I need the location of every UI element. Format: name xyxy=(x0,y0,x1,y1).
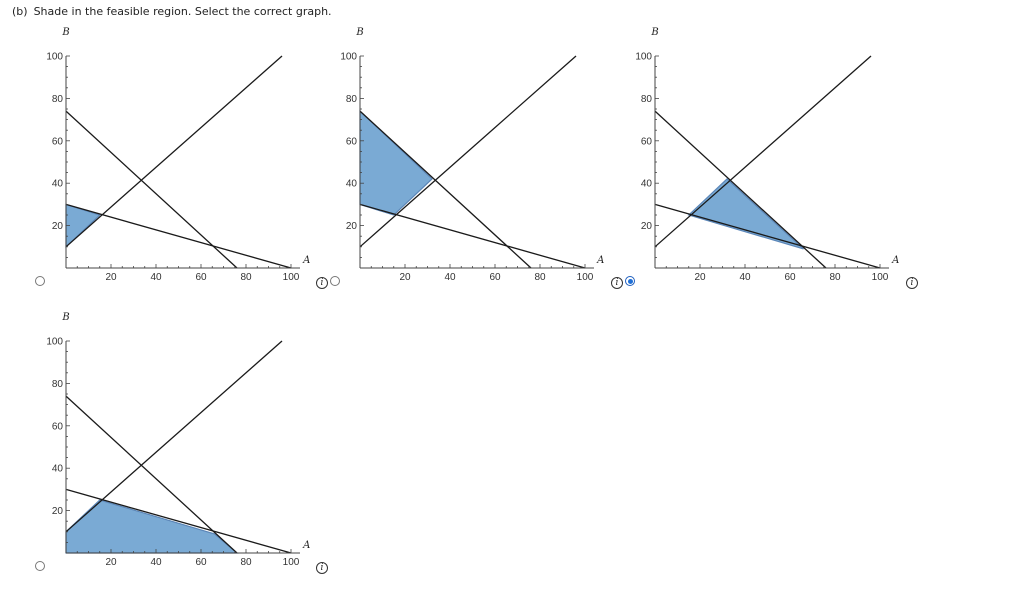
x-tick-label: 60 xyxy=(195,272,207,283)
y-tick-label: 80 xyxy=(641,94,653,105)
y-axis-title: B xyxy=(650,27,658,38)
x-tick-label: 20 xyxy=(105,272,117,283)
x-tick-label: 80 xyxy=(240,272,252,283)
shaded-region xyxy=(359,109,433,216)
option-b-graph: 20 40 60 80 100 20 40 60 80 100 A B xyxy=(324,22,614,302)
x-tick-label: 80 xyxy=(534,272,546,283)
y-tick-label: 100 xyxy=(46,52,63,63)
x-tick-label: 100 xyxy=(283,272,300,283)
question-text: Shade in the feasible region. Select the… xyxy=(33,5,332,18)
option-c-info-icon[interactable]: i xyxy=(906,277,918,289)
y-tick-label: 60 xyxy=(641,136,653,147)
y-tick-label: 100 xyxy=(635,52,652,63)
constraint-line-3 xyxy=(359,203,586,269)
x-axis-title: A xyxy=(302,540,310,551)
x-tick-label: 100 xyxy=(577,272,594,283)
y-tick-label: 80 xyxy=(346,94,358,105)
y-tick-label: 20 xyxy=(52,506,64,517)
option-a-graph: 20 40 60 80 100 20 40 60 80 100 A B xyxy=(30,22,320,302)
constraint-line-2 xyxy=(65,395,238,554)
constraint-line-3 xyxy=(65,488,292,554)
option-a-radio[interactable] xyxy=(35,276,45,286)
option-b-info-icon[interactable]: i xyxy=(611,277,623,289)
y-tick-label: 40 xyxy=(52,464,64,475)
x-tick-label: 40 xyxy=(150,557,162,568)
x-tick-label: 20 xyxy=(399,272,411,283)
x-tick-label: 40 xyxy=(739,272,751,283)
x-tick-label: 100 xyxy=(872,272,889,283)
shaded-region xyxy=(687,178,804,250)
y-tick-label: 20 xyxy=(641,221,653,232)
x-tick-label: 60 xyxy=(489,272,501,283)
y-tick-label: 40 xyxy=(346,179,358,190)
question-prompt: (b) Shade in the feasible region. Select … xyxy=(12,5,332,18)
y-tick-label: 20 xyxy=(52,221,64,232)
constraint-line-3 xyxy=(654,203,881,269)
x-tick-label: 60 xyxy=(784,272,796,283)
option-b-radio[interactable] xyxy=(330,276,340,286)
y-tick-label: 60 xyxy=(52,136,64,147)
option-c-radio[interactable] xyxy=(625,276,635,286)
constraint-line-1 xyxy=(65,340,283,533)
y-tick-label: 60 xyxy=(346,136,358,147)
y-tick-label: 100 xyxy=(46,337,63,348)
option-d-radio[interactable] xyxy=(35,561,45,571)
x-tick-label: 60 xyxy=(195,557,207,568)
y-tick-label: 100 xyxy=(340,52,357,63)
x-tick-label: 40 xyxy=(150,272,162,283)
y-axis-title: B xyxy=(61,312,69,323)
option-a-info-icon[interactable]: i xyxy=(316,277,328,289)
x-tick-label: 80 xyxy=(829,272,841,283)
shaded-region xyxy=(65,499,239,554)
option-c-graph: 20 40 60 80 100 20 40 60 80 100 A B xyxy=(619,22,909,302)
constraint-line-3 xyxy=(65,203,292,269)
x-tick-label: 80 xyxy=(240,557,252,568)
y-tick-label: 20 xyxy=(346,221,358,232)
y-tick-label: 80 xyxy=(52,94,64,105)
y-tick-label: 40 xyxy=(641,179,653,190)
shaded-region xyxy=(65,203,101,249)
x-axis-title: A xyxy=(891,255,899,266)
x-tick-label: 100 xyxy=(283,557,300,568)
question-part-label: (b) xyxy=(12,5,28,18)
constraint-line-1 xyxy=(65,55,283,248)
constraint-line-2 xyxy=(65,110,238,269)
x-tick-label: 20 xyxy=(694,272,706,283)
x-tick-label: 40 xyxy=(444,272,456,283)
y-tick-label: 80 xyxy=(52,379,64,390)
constraint-line-2 xyxy=(654,110,827,269)
x-axis-title: A xyxy=(302,255,310,266)
x-axis-title: A xyxy=(596,255,604,266)
y-axis-title: B xyxy=(355,27,363,38)
x-tick-label: 20 xyxy=(105,557,117,568)
y-tick-label: 60 xyxy=(52,421,64,432)
y-tick-label: 40 xyxy=(52,179,64,190)
option-d-info-icon[interactable]: i xyxy=(316,562,328,574)
option-d-graph: 20 40 60 80 100 20 40 60 80 100 A B xyxy=(30,307,320,587)
y-axis-title: B xyxy=(61,27,69,38)
constraint-line-2 xyxy=(359,110,532,269)
